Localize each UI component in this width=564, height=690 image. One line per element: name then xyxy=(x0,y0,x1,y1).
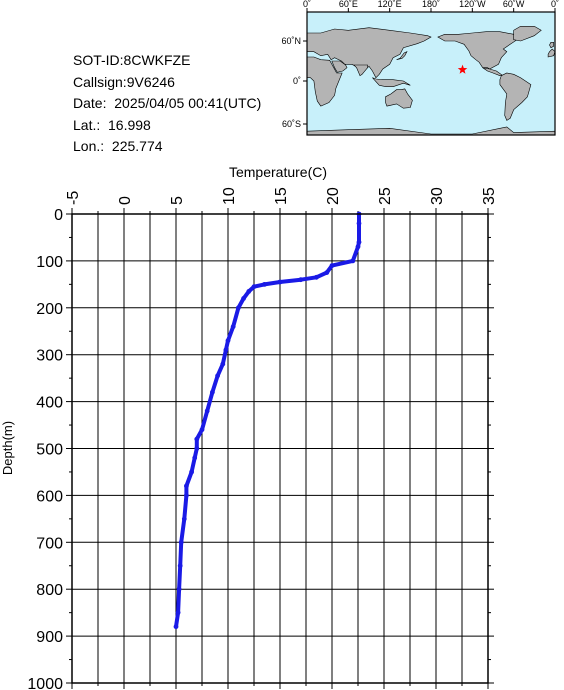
map-lat-label: 60˚S xyxy=(282,119,301,129)
longitude-text: Lon.: 225.774 xyxy=(73,138,163,154)
y-tick-label: 500 xyxy=(36,442,63,459)
profile-point xyxy=(175,610,181,615)
profile-point xyxy=(277,279,283,285)
profile-point xyxy=(173,624,179,630)
profile-point xyxy=(192,455,198,461)
y-tick-label: 900 xyxy=(36,629,63,646)
map-lon-label: 0˚ xyxy=(551,0,559,9)
y-tick-label: 700 xyxy=(36,535,63,552)
sot-id-text: SOT-ID:8CWKFZE xyxy=(73,52,191,68)
latitude-text: Lat.: 16.998 xyxy=(73,116,151,133)
callsign-text: Callsign:9V6246 xyxy=(73,73,175,90)
profile-point xyxy=(178,539,184,545)
profile-point xyxy=(241,296,247,301)
profile-point xyxy=(356,239,362,245)
landmass-australia xyxy=(385,88,413,109)
profile-points xyxy=(173,211,362,630)
x-tick-label: 0 xyxy=(117,196,134,205)
y-tick-label: 100 xyxy=(36,254,63,271)
x-tick-label: 10 xyxy=(221,187,238,205)
landmass-japan xyxy=(396,51,408,60)
landmass-arabia xyxy=(331,60,348,73)
profile-point xyxy=(177,563,183,569)
location-map: 0˚ 60˚E 120˚E 180˚ 120˚W 60˚W 0˚ 60˚N 0˚ 60˚S xyxy=(281,0,559,136)
profile-point xyxy=(324,270,330,275)
y-tick-label: 800 xyxy=(36,582,63,599)
landmass-africa xyxy=(306,56,343,107)
y-tick-label: 1000 xyxy=(27,676,63,690)
profile-point xyxy=(220,361,226,367)
map-lat-label: 60˚N xyxy=(281,36,301,46)
temperature-profile-chart: Temperature(C) Depth(m) -5 0 5 10 15 20 25 30 35… xyxy=(0,164,498,690)
x-tick-label: 20 xyxy=(325,187,342,205)
profile-point xyxy=(184,493,189,498)
profile-point xyxy=(189,469,195,475)
landmass-greenland xyxy=(513,26,542,42)
x-tick-label: 35 xyxy=(481,187,498,205)
profile-point xyxy=(298,277,304,283)
landmass-south-america xyxy=(499,72,532,121)
map-lon-label: 60˚W xyxy=(503,0,525,9)
map-lon-label: 180˚ xyxy=(422,0,440,9)
x-tick-label: 15 xyxy=(273,187,290,205)
x-tick-label: -5 xyxy=(65,191,82,205)
x-tick-label: 25 xyxy=(377,187,394,205)
profile-point xyxy=(181,516,187,522)
map-tick-labels: 0˚ 60˚E 120˚E 180˚ 120˚W 60˚W 0˚ 60˚N 0˚ 60˚S xyxy=(281,0,559,129)
profile-point xyxy=(176,586,182,592)
star-icon xyxy=(457,64,468,74)
map-lon-label: 0˚ xyxy=(303,0,311,9)
x-tick-label: 5 xyxy=(169,196,186,205)
landmass-uk xyxy=(549,42,554,49)
profile-point xyxy=(223,347,229,353)
profile-point xyxy=(356,221,362,226)
location-star-marker xyxy=(457,64,468,74)
profile-point xyxy=(194,446,200,451)
map-lon-label: 60˚E xyxy=(339,0,358,9)
landmass-europe-west xyxy=(547,48,556,58)
map-lon-label: 120˚E xyxy=(378,0,402,9)
plot-frame xyxy=(71,213,489,684)
map-lat-label: 0˚ xyxy=(293,76,301,86)
profile-point xyxy=(184,483,189,489)
y-tick-label: 600 xyxy=(36,488,63,505)
y-tick-label: 200 xyxy=(36,301,63,318)
profile-point xyxy=(199,427,205,433)
profile-point xyxy=(230,324,236,329)
profile-point xyxy=(246,289,252,294)
profile-point xyxy=(210,389,215,395)
float-info-block: SOT-ID:8CWKFZE Callsign:9V6246 Date: 202… xyxy=(73,50,261,158)
landmass-eurasia xyxy=(306,27,432,79)
x-axis-label: Temperature(C) xyxy=(229,164,327,180)
map-landmasses xyxy=(306,26,556,136)
profile-point xyxy=(236,305,241,311)
x-tick-labels: -5 0 5 10 15 20 25 30 35 xyxy=(65,187,498,205)
landmass-north-america xyxy=(437,31,518,70)
profile-point xyxy=(262,282,267,287)
profile-point xyxy=(329,263,335,268)
map-lon-label: 120˚W xyxy=(459,0,486,9)
profile-point xyxy=(251,284,257,290)
y-axis-label: Depth(m) xyxy=(0,421,15,475)
landmass-india xyxy=(353,64,368,77)
y-tick-label: 0 xyxy=(54,207,63,224)
profile-point xyxy=(225,338,231,343)
profile-point xyxy=(194,436,200,442)
date-text: Date: 2025/04/05 00:41(UTC) xyxy=(73,95,262,111)
chart-grid xyxy=(72,214,488,683)
profile-point xyxy=(355,244,361,250)
profile-point xyxy=(314,274,319,280)
map-frame xyxy=(303,8,556,136)
y-tick-label: 400 xyxy=(36,395,63,412)
landmass-central-america xyxy=(482,67,503,77)
profile-point xyxy=(204,408,210,414)
y-tick-labels: 0 100 200 300 400 500 600 700 800 900 1000 xyxy=(27,207,63,690)
profile-point xyxy=(215,373,221,379)
x-tick-label: 30 xyxy=(429,187,446,205)
profile-point xyxy=(350,258,356,264)
y-tick-label: 300 xyxy=(36,348,63,365)
landmass-indonesia xyxy=(372,77,411,87)
